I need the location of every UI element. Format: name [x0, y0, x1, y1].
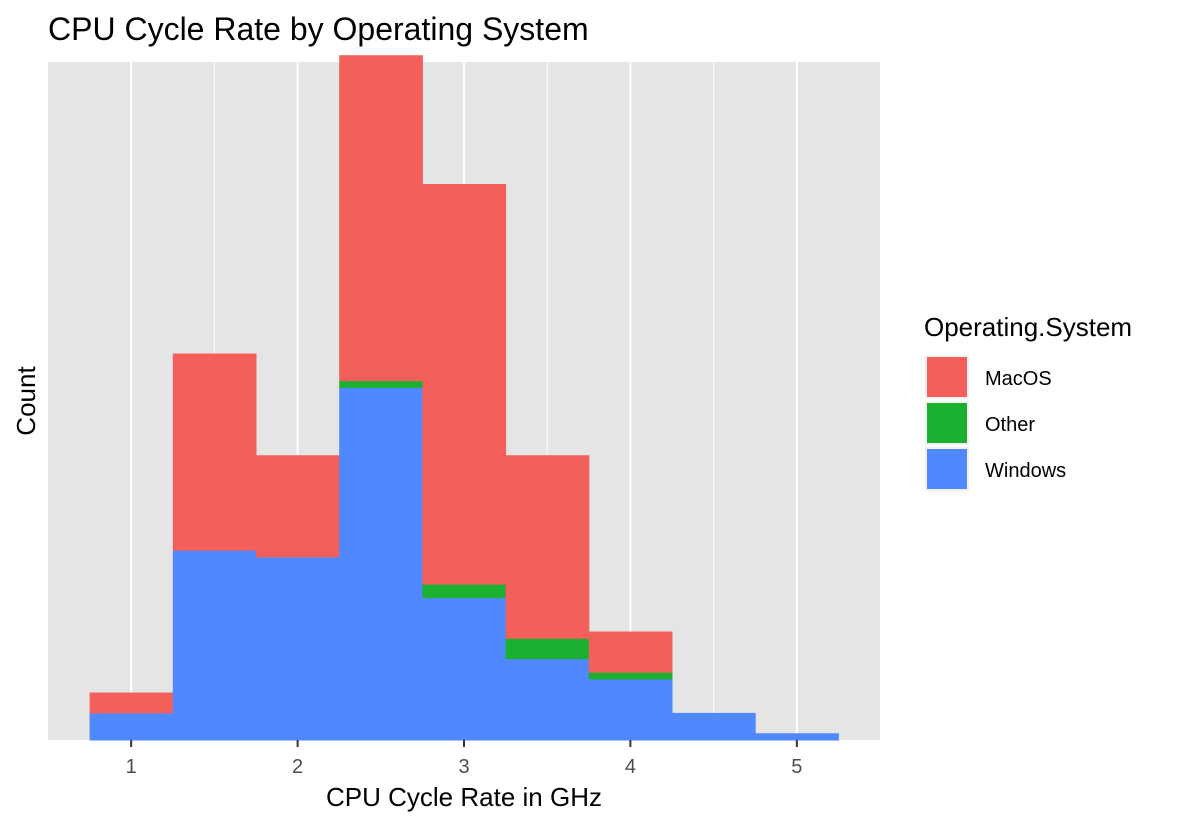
y-axis-title: Count — [11, 366, 41, 436]
bar-macos — [89, 692, 174, 714]
x-tick-label: 1 — [126, 756, 137, 778]
bar-macos — [172, 353, 257, 551]
bar-windows — [672, 712, 756, 741]
legend-title: Operating.System — [924, 312, 1132, 342]
bar-other — [505, 638, 590, 660]
bar-macos — [505, 455, 590, 639]
chart-title: CPU Cycle Rate by Operating System — [48, 11, 589, 47]
bar-macos — [339, 55, 423, 382]
legend-label-macos: MacOS — [985, 368, 1052, 390]
x-tick-label: 5 — [791, 756, 802, 778]
legend: Operating.System MacOS Other Windows — [924, 312, 1132, 491]
x-axis-title: CPU Cycle Rate in GHz — [326, 782, 602, 812]
x-tick-label: 3 — [458, 756, 469, 778]
legend-swatch-windows — [927, 449, 967, 489]
bar-macos — [588, 631, 673, 673]
x-axis-ticks: 1 2 3 4 5 — [126, 740, 802, 778]
bars — [89, 55, 839, 741]
bar-other — [588, 672, 673, 680]
legend-label-windows: Windows — [985, 460, 1066, 482]
bar-windows — [422, 597, 507, 741]
x-tick-label: 4 — [625, 756, 636, 778]
legend-swatch-other — [927, 403, 967, 443]
bar-windows — [339, 387, 423, 741]
legend-swatch-macos — [927, 357, 967, 397]
bar-windows — [172, 550, 257, 741]
bar-windows — [505, 658, 590, 741]
bar-other — [339, 380, 423, 388]
bar-other — [422, 584, 507, 599]
bar-macos — [422, 184, 507, 585]
bar-windows — [755, 733, 839, 741]
bar-windows — [588, 678, 673, 741]
bar-windows — [256, 556, 340, 741]
x-tick-label: 2 — [292, 756, 303, 778]
bar-windows — [89, 712, 174, 741]
bar-macos — [256, 455, 340, 558]
legend-label-other: Other — [985, 414, 1035, 436]
